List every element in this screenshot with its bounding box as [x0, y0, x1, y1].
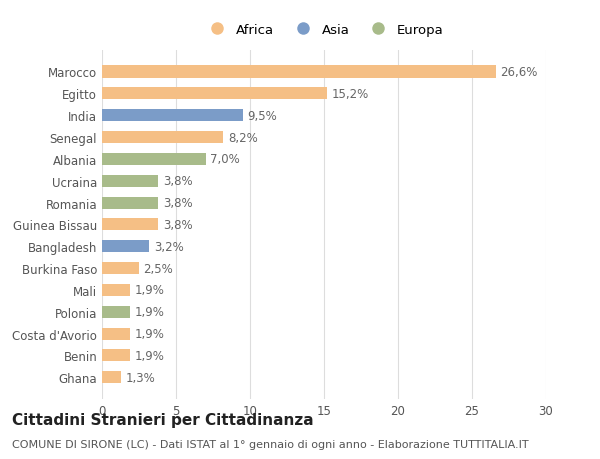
- Bar: [102, 153, 206, 166]
- Bar: [102, 371, 121, 383]
- Text: COMUNE DI SIRONE (LC) - Dati ISTAT al 1° gennaio di ogni anno - Elaborazione TUT: COMUNE DI SIRONE (LC) - Dati ISTAT al 1°…: [12, 440, 529, 449]
- Text: 2,5%: 2,5%: [143, 262, 173, 275]
- Text: 8,2%: 8,2%: [228, 131, 257, 144]
- Bar: [102, 306, 130, 318]
- Bar: [102, 350, 130, 362]
- Bar: [102, 219, 158, 231]
- Bar: [102, 328, 130, 340]
- Text: 9,5%: 9,5%: [247, 109, 277, 123]
- Text: 3,2%: 3,2%: [154, 240, 184, 253]
- Text: 1,9%: 1,9%: [134, 306, 164, 319]
- Bar: [102, 88, 327, 100]
- Bar: [102, 175, 158, 187]
- Text: 7,0%: 7,0%: [210, 153, 240, 166]
- Legend: Africa, Asia, Europa: Africa, Asia, Europa: [200, 20, 448, 40]
- Text: 26,6%: 26,6%: [500, 66, 538, 79]
- Text: 3,8%: 3,8%: [163, 196, 193, 210]
- Bar: [102, 110, 242, 122]
- Bar: [102, 284, 130, 297]
- Bar: [102, 197, 158, 209]
- Text: 1,3%: 1,3%: [125, 371, 155, 384]
- Text: 15,2%: 15,2%: [331, 88, 368, 101]
- Text: Cittadini Stranieri per Cittadinanza: Cittadini Stranieri per Cittadinanza: [12, 413, 314, 428]
- Bar: [102, 241, 149, 253]
- Text: 1,9%: 1,9%: [134, 327, 164, 341]
- Bar: [102, 263, 139, 274]
- Text: 3,8%: 3,8%: [163, 218, 193, 231]
- Text: 3,8%: 3,8%: [163, 175, 193, 188]
- Bar: [102, 67, 496, 78]
- Text: 1,9%: 1,9%: [134, 284, 164, 297]
- Bar: [102, 132, 223, 144]
- Text: 1,9%: 1,9%: [134, 349, 164, 362]
